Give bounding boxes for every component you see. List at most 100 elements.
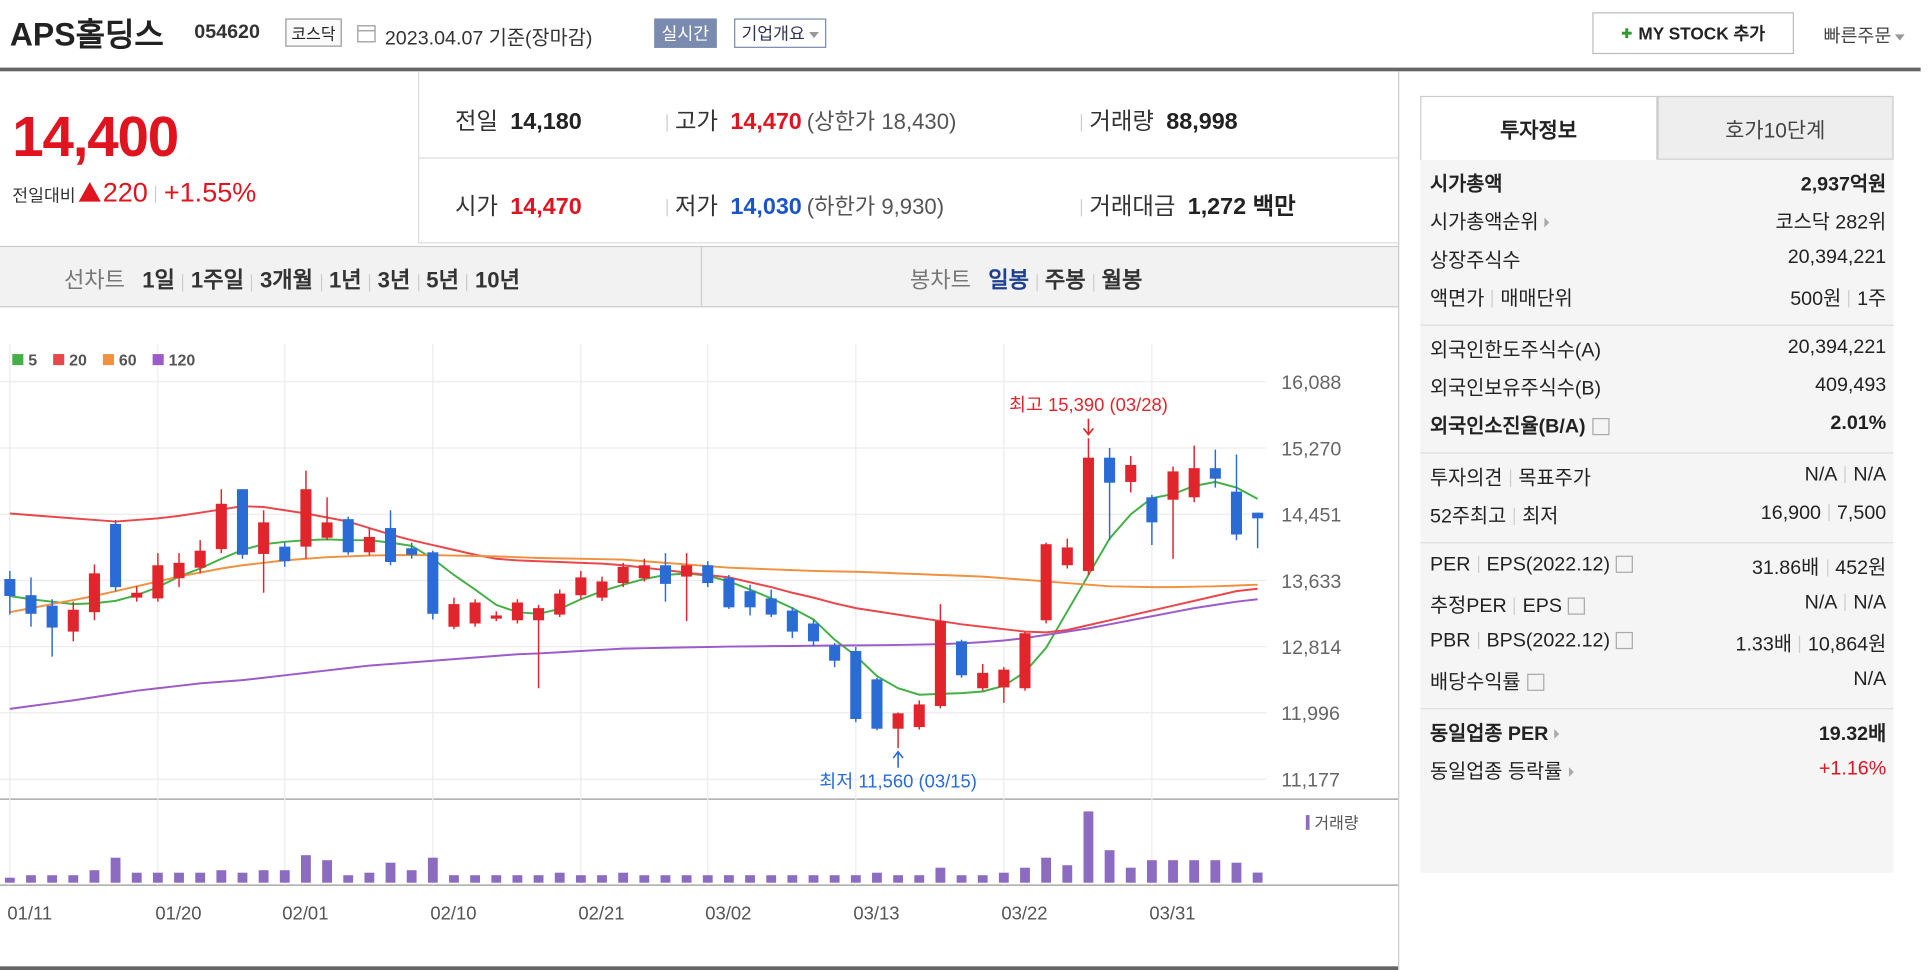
value-text: 452원 [1835, 557, 1887, 579]
tab[interactable]: 월봉 [1101, 268, 1143, 293]
row-value: N/A N/A [1805, 464, 1894, 486]
tab[interactable]: 1년 [328, 268, 362, 293]
legend-label: 5 [28, 353, 37, 370]
summary-cell: 거래량 88,998 [1073, 103, 1238, 136]
volume-bar [343, 875, 354, 883]
row: 투자의견 목표주가 N/A N/A [1430, 456, 1894, 494]
row: PER EPS(2022.12) 31.86배 452원 [1430, 546, 1894, 584]
row-value: N/A N/A [1805, 592, 1894, 614]
row-label: 배당수익률 [1430, 664, 1544, 694]
row: 동일업종 등락률 +1.16% [1430, 750, 1894, 788]
tab[interactable]: 3년 [377, 268, 411, 293]
tab[interactable]: 1주일 [190, 268, 244, 293]
volume-bar [512, 875, 523, 883]
tab[interactable]: 5년 [426, 268, 459, 293]
volume-bar [998, 872, 1009, 883]
quick-order[interactable]: 빠른주문 [1823, 22, 1905, 48]
current-price: 14,400 [12, 104, 179, 169]
row: 외국인한도주식수(A) 20,394,221 [1430, 328, 1894, 366]
volume-bar [152, 872, 163, 883]
row-label: 동일업종 PER [1430, 716, 1560, 746]
volume-bar [174, 872, 184, 883]
candle-body [1146, 497, 1158, 523]
candle-body [1019, 633, 1031, 689]
tab[interactable]: 1일 [142, 268, 175, 293]
volume-bar [956, 875, 967, 883]
change: 전일대비 220 +1.55% [12, 177, 256, 209]
separator [1844, 594, 1847, 612]
tab[interactable]: 3개월 [259, 268, 313, 293]
volume-bar [195, 872, 206, 883]
help-icon[interactable] [1568, 597, 1586, 616]
separator [1514, 597, 1516, 616]
candle-body [977, 672, 989, 689]
candle-body [617, 566, 629, 584]
row-label: 시가총액 [1430, 167, 1502, 197]
candle-body [533, 608, 545, 621]
realtime-button[interactable]: 실시간 [654, 18, 717, 48]
arrow-icon [1568, 767, 1574, 778]
value: 14,180 [510, 109, 582, 136]
volume-bar [1252, 872, 1263, 883]
volume-bar [575, 875, 586, 883]
volume-bar [26, 875, 36, 883]
help-icon[interactable] [1616, 632, 1634, 650]
candle-body [448, 604, 460, 627]
candle-body [215, 503, 227, 550]
candle-body [384, 528, 397, 563]
row: 52주최고 최저 16,900 7,500 [1430, 494, 1894, 532]
label-text: 시가총액 [1430, 173, 1503, 195]
candle-body [1230, 491, 1243, 535]
volume-bar [1020, 867, 1030, 883]
candle-body [681, 565, 693, 577]
summary-cell: 시가 14,470 [455, 188, 582, 221]
row-label: 52주최고 최저 [1430, 499, 1558, 529]
candle-body [88, 573, 100, 613]
volume-bar [89, 870, 100, 883]
tab[interactable]: 호가10단계 [1656, 95, 1894, 160]
candle-body [511, 602, 523, 621]
volume-bar [427, 857, 438, 883]
value-text: 500원 [1790, 288, 1842, 310]
separator [1848, 290, 1850, 308]
value-text: N/A [1853, 668, 1887, 690]
label-text: 최저 [1522, 505, 1559, 527]
overview-dropdown[interactable]: 기업개요 [734, 18, 826, 48]
candle-body [1040, 544, 1052, 621]
tab-active[interactable]: 투자정보 [1420, 95, 1657, 160]
separator [1509, 469, 1512, 488]
tab[interactable]: 주봉 [1044, 268, 1086, 293]
volume-bar [597, 875, 607, 883]
legend-swatch [53, 354, 65, 366]
candle-body [554, 593, 566, 615]
label-text: 시가총액순위 [1430, 212, 1539, 233]
y-tick-label: 13,633 [1281, 571, 1341, 593]
volume-bar [893, 875, 904, 883]
row-value: 409,493 [1815, 374, 1894, 396]
volume-bar [470, 875, 481, 883]
candle-body [1125, 464, 1137, 482]
candle-body [300, 489, 312, 547]
label-text: PBR [1430, 630, 1471, 651]
help-icon[interactable] [1526, 674, 1544, 692]
value-text: 20,394,221 [1787, 336, 1887, 358]
row-value: 16,900 7,500 [1761, 502, 1894, 524]
separator [466, 273, 468, 292]
tab[interactable]: 10년 [474, 268, 520, 293]
candle-body [829, 645, 841, 661]
tab[interactable]: 일봉 [988, 268, 1029, 293]
period-tabs: 선차트 1일 1주일 3개월 1년 3년 5년 10년 봉차트 일봉 주봉 월봉 [0, 245, 1399, 308]
row-value: +1.16% [1819, 758, 1894, 780]
date-basis: 기준(장마감) [488, 28, 593, 50]
bottom-rule [0, 966, 1399, 970]
candle-body [807, 623, 820, 642]
section: 외국인한도주식수(A) 20,394,221 외국인보유주식수(B) 409,493 외… [1420, 326, 1894, 454]
volume-bar [787, 875, 798, 883]
help-icon[interactable] [1616, 556, 1634, 574]
volume-bar [216, 870, 227, 883]
mystock-button[interactable]: MY STOCK 추가 [1592, 12, 1794, 55]
value-text: 2.01% [1830, 412, 1887, 434]
help-icon[interactable] [1591, 418, 1609, 436]
value-text: N/A [1804, 464, 1838, 485]
label-text: 목표주가 [1518, 467, 1591, 489]
